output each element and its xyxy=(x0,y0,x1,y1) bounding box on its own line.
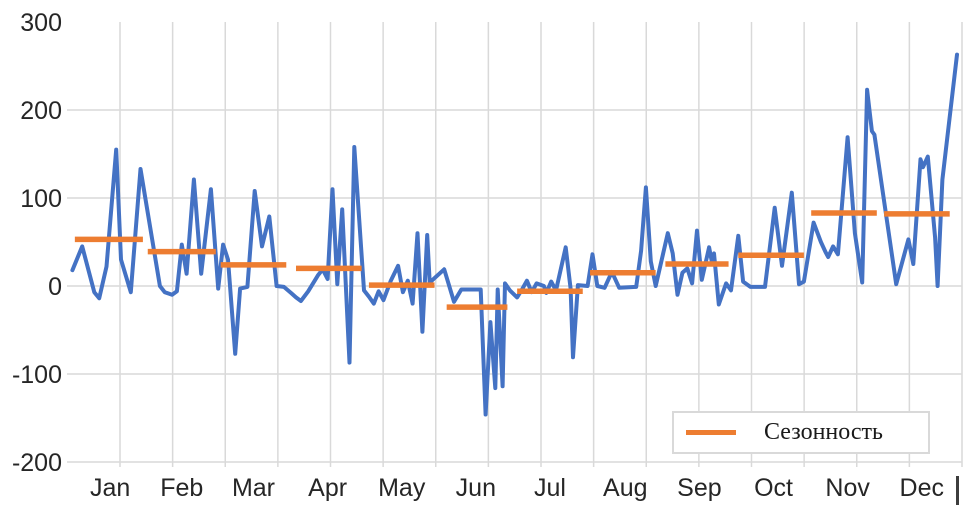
x-tick-label: Apr xyxy=(308,474,347,502)
x-tick-label: Jan xyxy=(90,474,130,502)
x-tick-label: Mar xyxy=(232,474,275,502)
y-tick-label: 0 xyxy=(48,273,62,301)
seasonality-segments xyxy=(74,210,950,310)
x-tick-label: Feb xyxy=(160,474,203,502)
x-tick-label: Jul xyxy=(534,474,566,502)
x-tick-label: Nov xyxy=(825,474,870,502)
x-tick-label: Aug xyxy=(603,474,647,502)
y-tick-label: 200 xyxy=(20,97,62,125)
x-tick-label: Sep xyxy=(677,474,721,502)
x-tick-label: May xyxy=(378,474,426,502)
x-axis-labels: Jan Feb Mar Apr May Jun Jul Aug Sep Oct Nov Dec xyxy=(90,474,944,502)
chart-legend[interactable]: Сезонность xyxy=(672,411,930,454)
y-tick-label: 100 xyxy=(20,185,62,213)
y-axis-labels: 300 200 100 0 -100 -200 xyxy=(12,9,62,477)
y-tick-label: -200 xyxy=(12,449,62,477)
observed-line xyxy=(70,52,959,417)
legend-line-sample xyxy=(686,430,736,435)
legend-label: Сезонность xyxy=(764,419,883,445)
x-tick-label: Dec xyxy=(900,474,944,502)
x-tick-label: Oct xyxy=(754,474,793,502)
gridlines xyxy=(67,22,963,467)
y-tick-label: -100 xyxy=(12,361,62,389)
observed-series-line xyxy=(70,52,959,417)
text-cursor-artifact xyxy=(956,476,959,505)
y-tick-label: 300 xyxy=(20,9,62,37)
x-tick-label: Jun xyxy=(456,474,496,502)
